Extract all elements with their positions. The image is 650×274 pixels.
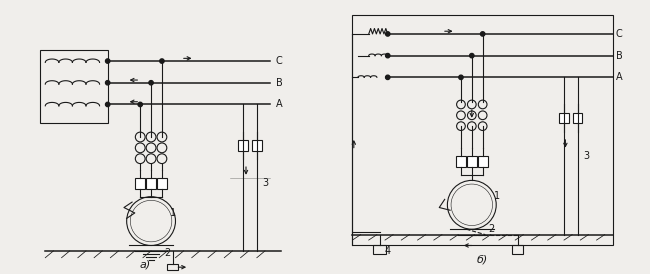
Bar: [512, 246, 523, 254]
Bar: [157, 178, 167, 189]
Text: 1: 1: [170, 208, 176, 218]
Text: C: C: [616, 29, 622, 39]
Circle shape: [105, 59, 110, 63]
Text: 3: 3: [262, 178, 268, 188]
Text: 2: 2: [488, 224, 495, 234]
Circle shape: [149, 81, 153, 85]
Circle shape: [105, 81, 110, 85]
Bar: [478, 156, 488, 167]
Text: 2: 2: [164, 248, 171, 258]
Text: C: C: [276, 56, 283, 66]
Bar: [167, 264, 178, 270]
Text: б): б): [477, 255, 488, 264]
Text: B: B: [616, 51, 622, 61]
Circle shape: [138, 102, 142, 107]
Text: а): а): [140, 260, 151, 270]
Circle shape: [385, 75, 390, 79]
Bar: [252, 140, 262, 150]
Bar: [239, 140, 248, 150]
Text: 1: 1: [493, 191, 500, 201]
Circle shape: [385, 32, 390, 36]
Text: 3: 3: [583, 151, 589, 161]
Bar: [559, 113, 569, 124]
Text: A: A: [616, 72, 622, 82]
Bar: [456, 156, 466, 167]
Bar: [352, 15, 613, 246]
Text: 4: 4: [385, 246, 391, 256]
Circle shape: [385, 53, 390, 58]
Bar: [573, 113, 582, 124]
Circle shape: [459, 75, 463, 79]
Circle shape: [470, 53, 474, 58]
Text: B: B: [276, 78, 283, 88]
Bar: [467, 156, 476, 167]
Circle shape: [160, 59, 164, 63]
Circle shape: [480, 32, 485, 36]
Bar: [135, 178, 145, 189]
Text: A: A: [276, 99, 283, 109]
Circle shape: [105, 102, 110, 107]
Bar: [146, 178, 156, 189]
Bar: [40, 50, 108, 124]
Bar: [373, 246, 386, 254]
